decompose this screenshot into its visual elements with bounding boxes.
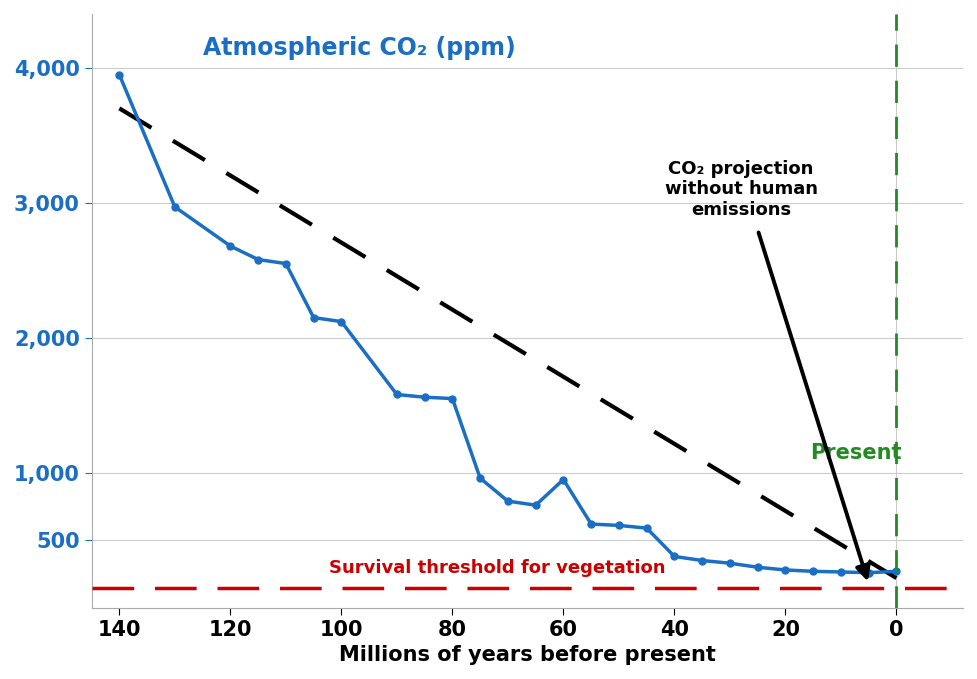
Text: Present: Present [811, 443, 902, 462]
Text: Atmospheric CO₂ (ppm): Atmospheric CO₂ (ppm) [202, 35, 515, 60]
Text: Survival threshold for vegetation: Survival threshold for vegetation [328, 559, 665, 576]
Text: CO₂ projection
without human
emissions: CO₂ projection without human emissions [664, 160, 818, 219]
X-axis label: Millions of years before present: Millions of years before present [339, 645, 716, 665]
